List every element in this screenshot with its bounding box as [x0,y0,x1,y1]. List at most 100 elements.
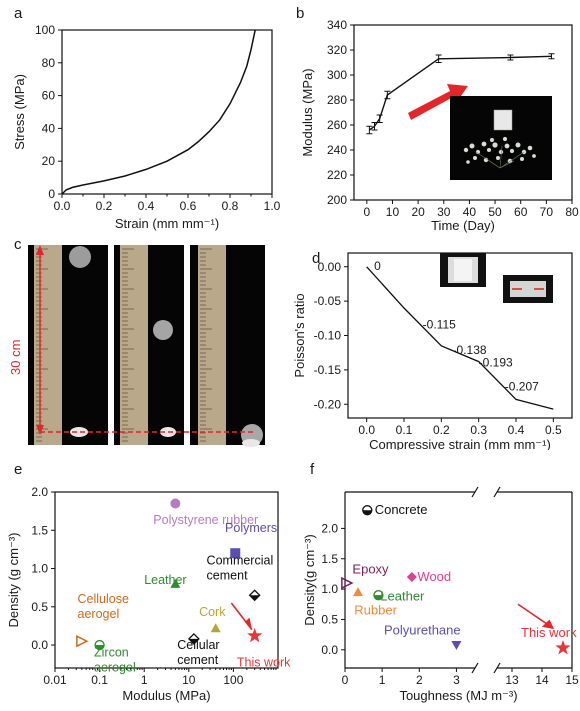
value-annotation: 0 [374,259,381,273]
x-tick-label: 0.4 [138,199,155,213]
inset-photo-compressed [503,275,553,303]
point-label: cement [207,569,249,583]
y-tick-label: 2.0 [321,521,338,535]
point-label: cement [177,653,219,667]
data-point [170,578,181,588]
point-label: Zircon [94,646,129,660]
data-point [451,640,462,650]
x-tick-label: 0.3 [470,423,487,437]
y-tick-label: 1.0 [31,562,48,576]
point-label: Leather [144,573,186,587]
y-tick-label: 1.5 [321,552,338,566]
x-tick-label: 60 [514,205,528,219]
height-label: 30 cm [8,340,23,375]
value-annotation: -0.207 [505,380,539,394]
y-tick-label: 300 [327,68,347,82]
y-tick-label: -0.20 [314,397,342,411]
chart-d: d 0.0 0.1 0.2 0.3 0.4 0.5 0.00 -0.05 -0.10 -0.15 -… [292,250,573,450]
x-tick-label: 14 [535,673,549,687]
x-tick-label: 10 [182,673,196,687]
panel-letter-b: b [296,5,304,22]
y-tick-label: 60 [42,89,56,103]
point-label: aerogel [94,661,136,675]
x-tick-label: 1 [141,673,148,687]
y-tick-label: 0.5 [31,600,48,614]
y-tick-label: 240 [327,143,347,157]
point-label: Cellular [177,638,219,652]
axis-break-mark [493,486,501,498]
x-axis-label: Strain (mm mm⁻¹) [115,216,219,231]
data-point [210,623,221,633]
point-label: Leather [380,588,425,603]
x-axis-label: Modulus (MPa) [122,688,210,703]
y-tick-label: 0.5 [321,612,338,626]
point-label: Commercial [207,554,274,568]
stress-strain-line [61,29,256,195]
x-tick-label: 0 [363,205,370,219]
panel-letter-a: a [14,5,23,22]
this-work-arrowhead [542,619,554,630]
x-tick-label: 100 [223,673,243,687]
data-point [406,571,417,582]
x-tick-label: 0.8 [222,199,239,213]
x-tick-label: 70 [540,205,554,219]
point-label: aerogel [78,607,120,621]
plot-frame [54,491,279,669]
y-tick-label: 1.5 [31,523,48,537]
x-tick-label: 15 [565,673,579,687]
photo-c: c 30 cm [8,236,265,447]
inset-photo [450,96,552,180]
y-tick-label: 260 [327,118,347,132]
y-axis-label: Density (g cm⁻³) [6,533,21,628]
chart-f: f 0 1 2 3 13 14 15 0.0 0.5 1.0 1.5 2.0 Concrete Epoxy… [302,461,579,703]
point-label: Polyurethane [384,622,461,637]
this-work-arrow [517,603,552,628]
data-point-fill [188,638,199,644]
x-tick-label: 0.1 [91,673,108,687]
chart-e: e 0.01 0.1 1 10 100 0.0 0.5 1.0 1.5 2.0 Polystyren… [6,461,291,703]
panel-letter-f: f [310,461,315,478]
x-tick-label: 0.1 [396,423,413,437]
point-label: This work [521,625,577,640]
y-tick-label: 0.00 [318,260,342,274]
point-label: Epoxy [352,562,389,577]
x-axis-label: Compressive strain (mm mm⁻¹) [369,437,551,450]
y-tick-label: -0.10 [314,329,342,343]
y-tick-label: 280 [327,93,347,107]
y-tick-label: 200 [327,193,347,207]
chart-a: a 0.0 0.2 0.4 0.6 0.8 1.0 0 20 40 60 80 100 Strain (… [12,5,281,231]
x-axis-label: Time (Day) [431,218,495,233]
data-point-fill [95,645,105,650]
y-axis-label: Poisson's ratio [292,293,307,377]
x-tick-label: 0.4 [508,423,525,437]
y-tick-label: 20 [42,154,56,168]
point-label: Polymers [225,521,277,535]
y-axis-label: Stress (MPa) [12,74,27,150]
x-tick-label: 30 [437,205,451,219]
point-label: Cellulose [78,592,129,606]
poisson-line [366,266,554,410]
x-tick-label: 80 [565,205,579,219]
y-tick-label: 40 [42,121,56,135]
point-label: Polystyrene rubber [153,513,258,527]
y-tick-label: 1.0 [321,582,338,596]
x-tick-label: 1.0 [264,199,281,213]
inset-photo-uncompressed [440,253,486,287]
x-tick-label: 2 [416,673,423,687]
x-tick-label: 40 [463,205,477,219]
panel-letter-c: c [14,236,22,253]
y-tick-label: 2.0 [31,485,48,499]
x-tick-label: 0.01 [43,673,67,687]
x-tick-label: 0.0 [358,423,375,437]
value-annotation: -0.138 [453,343,487,357]
data-point [341,576,354,590]
trend-arrow [408,84,468,120]
data-point [247,627,263,643]
x-tick-label: 3 [453,673,460,687]
data-point-fill [249,595,260,601]
x-tick-label: 1 [379,673,386,687]
y-tick-label: 0.0 [31,638,48,652]
x-tick-label: 0.0 [54,199,71,213]
y-tick-label: 100 [35,23,55,37]
